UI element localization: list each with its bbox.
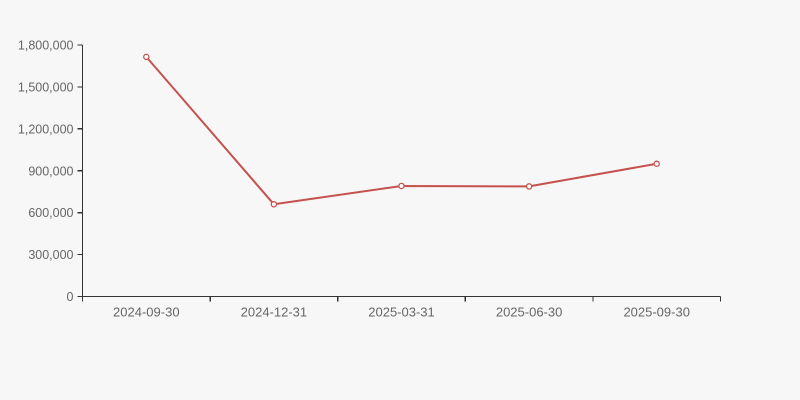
y-axis-label: 600,000: [28, 206, 73, 220]
y-axis-label: 1,200,000: [18, 122, 74, 136]
y-axis-label: 1,500,000: [18, 80, 74, 94]
data-point-marker: [143, 53, 150, 61]
data-point-marker: [653, 160, 660, 168]
x-axis-label: 2025-09-30: [623, 305, 690, 320]
x-axis-label: 2025-06-30: [496, 305, 563, 320]
y-axis-label: 0: [67, 290, 74, 304]
y-axis-label: 900,000: [28, 164, 73, 178]
data-point-marker: [398, 182, 405, 190]
x-axis-label: 2024-12-31: [241, 305, 308, 320]
data-point-marker: [525, 183, 533, 190]
axis-lines: [81, 45, 721, 298]
data-point-marker: [270, 201, 278, 208]
y-axis-label: 300,000: [28, 248, 73, 262]
series-line: [145, 55, 658, 206]
y-axis-label: 1,800,000: [18, 39, 74, 53]
x-axis-label: 2024-09-30: [113, 305, 180, 320]
x-axis-label: 2025-03-31: [368, 305, 435, 320]
